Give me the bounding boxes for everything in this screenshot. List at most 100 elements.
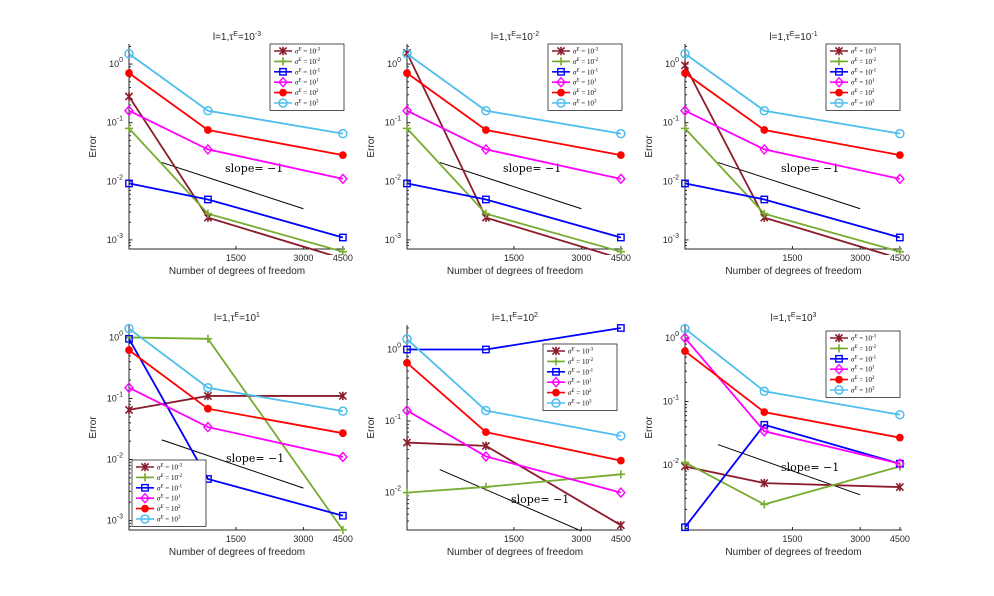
- series-5: [403, 69, 625, 159]
- data-point: [124, 124, 134, 133]
- data-point: [202, 421, 213, 433]
- series-line: [684, 182, 901, 239]
- legend-entry: σE = 101: [830, 363, 875, 375]
- data-point: [759, 425, 770, 437]
- legend: σE = 10-3 σE = 10-2 σE = 10-1 σE = 101 σE = …: [825, 43, 901, 111]
- data-point: [203, 334, 213, 343]
- data-point: [482, 428, 490, 437]
- series-1: [124, 92, 347, 255]
- data-point: [616, 470, 625, 479]
- legend-label: σE = 102: [157, 505, 181, 513]
- legend-marker: [835, 375, 843, 384]
- data-point: [338, 511, 347, 520]
- series-6: [402, 48, 626, 139]
- x-axis-title: Number of degrees of freedom: [169, 266, 305, 277]
- legend-label: σE = 101: [568, 379, 592, 387]
- legend-entry: σE = 10-3: [547, 346, 594, 356]
- legend: σE = 10-3 σE = 10-2 σE = 10-1 σE = 101 σE = …: [825, 330, 901, 398]
- legend-entry: σE = 10-1: [136, 483, 183, 492]
- legend-entry: σE = 103: [552, 98, 597, 108]
- series-4: [124, 105, 348, 185]
- series-6: [680, 48, 905, 139]
- series-6: [124, 323, 348, 416]
- legend-label: σE = 10-1: [568, 368, 594, 376]
- data-point: [481, 482, 491, 492]
- legend-label: σE = 103: [851, 100, 875, 108]
- slope-label: slope= −1: [225, 162, 283, 175]
- data-point: [680, 458, 690, 467]
- legend-label: σE = 102: [573, 89, 597, 97]
- series-2: [402, 124, 625, 255]
- y-tick-label: 10-3: [663, 233, 679, 245]
- series-6: [402, 334, 626, 441]
- y-tick-label: 10-3: [107, 233, 123, 245]
- legend-marker: [834, 344, 844, 353]
- panel-5: 1500 3000 4500 10-2 10-1 100 Number of degrees…: [366, 312, 631, 558]
- y-tick-label: 10-1: [107, 391, 123, 403]
- series-3: [681, 179, 904, 242]
- data-point: [616, 233, 625, 242]
- series-4: [680, 332, 905, 470]
- legend-entry: σE = 10-2: [136, 473, 183, 482]
- legend-label: σE = 10-2: [573, 58, 599, 66]
- data-point: [616, 324, 625, 332]
- data-point: [895, 482, 905, 492]
- data-point: [403, 345, 411, 354]
- data-point: [403, 358, 411, 367]
- legend-label: σE = 103: [157, 516, 181, 524]
- x-tick-label: 3000: [850, 534, 870, 544]
- legend-marker: [141, 504, 149, 513]
- series-2: [680, 124, 904, 255]
- legend-entry: σE = 10-2: [547, 357, 594, 366]
- series-2: [402, 470, 625, 497]
- x-tick-label: 3000: [571, 534, 591, 544]
- legend-entry: σE = 102: [274, 88, 319, 97]
- y-tick-label: 100: [109, 330, 123, 342]
- data-point: [338, 406, 348, 416]
- y-axis-title: Error: [88, 135, 99, 158]
- data-point: [338, 429, 347, 438]
- data-point: [760, 209, 769, 218]
- data-point: [124, 382, 134, 394]
- legend-entry: σE = 103: [547, 398, 592, 408]
- x-tick-label: 1500: [782, 253, 802, 263]
- legend-entry: σE = 102: [136, 504, 181, 513]
- slope-label: slope= −1: [511, 493, 569, 506]
- legend-label: σE = 101: [295, 79, 319, 87]
- data-point: [338, 391, 348, 401]
- legend-marker: [834, 363, 844, 375]
- series-1: [124, 391, 348, 415]
- legend-label: σE = 102: [295, 89, 319, 97]
- data-point: [204, 126, 212, 134]
- legend-marker: [278, 57, 288, 66]
- slope-reference-line: [717, 161, 861, 210]
- legend-entry: σE = 10-1: [547, 367, 594, 376]
- slope-label: slope= −1: [503, 162, 561, 175]
- legend-entry: σE = 103: [830, 98, 875, 108]
- data-point: [681, 347, 689, 356]
- legend-marker: [834, 385, 844, 395]
- y-tick-label: 100: [387, 342, 401, 354]
- panel-title: l=1,τE=101: [214, 312, 260, 324]
- series-4: [402, 105, 626, 185]
- data-point: [680, 323, 690, 334]
- legend-marker: [835, 67, 843, 76]
- x-axis-title: Number of degrees of freedom: [447, 266, 583, 277]
- legend-label: σE = 101: [157, 495, 181, 503]
- legend-entry: σE = 10-1: [830, 67, 877, 76]
- data-point: [338, 525, 347, 535]
- data-point: [402, 105, 412, 117]
- series-4: [402, 405, 626, 499]
- legend-marker: [140, 473, 150, 482]
- legend-entry: σE = 103: [136, 514, 181, 524]
- legend-marker: [551, 376, 561, 388]
- legend-entry: σE = 102: [547, 388, 592, 397]
- series-line: [684, 327, 901, 416]
- legend-entry: σE = 103: [274, 98, 319, 108]
- data-point: [759, 386, 770, 397]
- legend-marker: [556, 57, 566, 66]
- series-line: [128, 53, 344, 135]
- legend-entry: σE = 101: [830, 76, 875, 88]
- data-point: [482, 345, 490, 354]
- y-axis-title: Error: [644, 416, 655, 439]
